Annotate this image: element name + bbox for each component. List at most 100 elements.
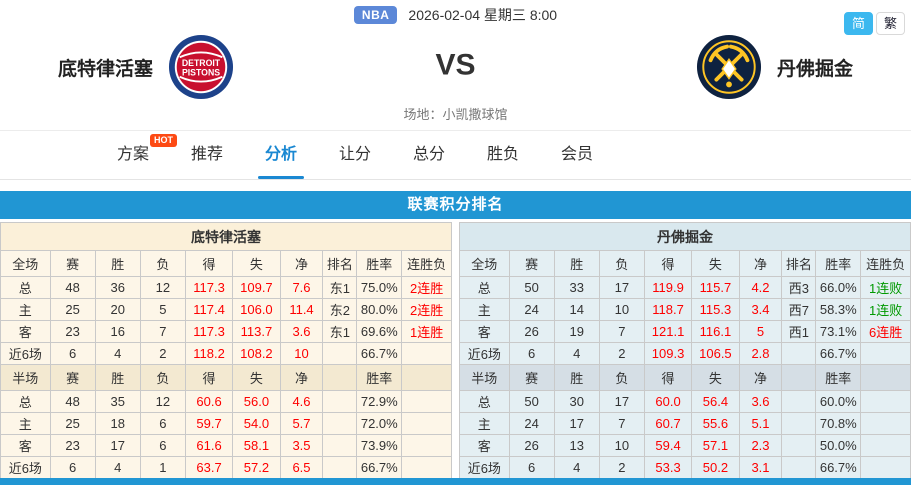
match-datetime: 2026-02-04 星期三 8:00 <box>408 7 558 23</box>
table-cell <box>322 412 358 435</box>
table-cell: 20 <box>94 298 141 321</box>
column-header: 连胜负 <box>860 250 911 277</box>
half-stats-row: 主 24 17 7 60.7 55.6 5.1 70.8% <box>459 412 911 435</box>
table-cell <box>322 390 358 413</box>
table-cell: 109.3 <box>643 342 693 365</box>
table-cell: 66.7% <box>356 342 403 365</box>
table-cell: 24 <box>508 412 555 435</box>
table-cell: 2 <box>139 342 186 365</box>
pistons-logo-text-2: PISTONS <box>182 68 220 78</box>
table-cell <box>781 412 817 435</box>
table-cell: 4 <box>553 456 600 479</box>
away-team: 丹佛掘金 <box>696 30 853 104</box>
tab-total-points-label: 总分 <box>412 146 445 163</box>
column-header: 失 <box>232 364 281 391</box>
column-header: 半场 <box>459 364 510 391</box>
lang-traditional-button[interactable]: 繁 <box>875 12 905 35</box>
lang-simplified-button[interactable]: 简 <box>843 12 873 35</box>
table-cell: 48 <box>49 390 96 413</box>
column-header: 赛 <box>49 250 96 277</box>
column-header: 净 <box>279 364 324 391</box>
table-cell: 70.8% <box>815 412 862 435</box>
table-cell: 西1 <box>781 320 817 343</box>
tab-plan[interactable]: 方案 HOT <box>96 131 177 179</box>
table-cell: 6 <box>508 456 555 479</box>
half-stats-row: 总 50 30 17 60.0 56.4 3.6 60.0% <box>459 390 911 413</box>
tab-win-lose[interactable]: 胜负 <box>466 131 540 179</box>
table-cell: 5.1 <box>738 412 783 435</box>
tab-handicap[interactable]: 让分 <box>318 131 392 179</box>
table-cell: 48 <box>49 276 96 299</box>
table-cell: 3.5 <box>279 434 324 457</box>
table-cell: 116.1 <box>691 320 740 343</box>
table-cell: 72.0% <box>356 412 403 435</box>
table-cell: 总 <box>0 390 51 413</box>
table-cell <box>860 342 911 365</box>
table-cell: 5 <box>139 298 186 321</box>
table-cell: 35 <box>94 390 141 413</box>
table-cell: 4 <box>553 342 600 365</box>
table-cell: 6.5 <box>279 456 324 479</box>
table-cell <box>401 412 452 435</box>
column-header: 净 <box>279 250 324 277</box>
column-header: 排名 <box>781 250 817 277</box>
nuggets-logo-icon <box>696 34 762 100</box>
table-cell: 14 <box>553 298 600 321</box>
tab-member[interactable]: 会员 <box>540 131 614 179</box>
column-header: 胜 <box>553 364 600 391</box>
table-cell: 50.0% <box>815 434 862 457</box>
table-cell: 5.7 <box>279 412 324 435</box>
table-cell: 12 <box>139 390 186 413</box>
tab-win-lose-label: 胜负 <box>486 146 519 163</box>
tab-recommend-label: 推荐 <box>190 146 223 163</box>
table-cell: 12 <box>139 276 186 299</box>
table-cell: 13 <box>553 434 600 457</box>
table-cell: 66.0% <box>815 276 862 299</box>
table-cell: 2连胜 <box>401 276 452 299</box>
table-cell <box>322 456 358 479</box>
table-cell: 10 <box>598 434 645 457</box>
table-cell: 17 <box>94 434 141 457</box>
column-header: 全场 <box>459 250 510 277</box>
column-header <box>401 364 452 391</box>
table-cell <box>401 390 452 413</box>
full-stats-row: 主 24 14 10 118.7 115.3 3.4 西7 58.3% 1连败 <box>459 298 911 321</box>
table-cell: 1连败 <box>860 276 911 299</box>
standings-tables: 底特律活塞 全场赛胜负得失净排名 胜率 连胜负总 48 36 12 117.3 109.7 7.6… <box>0 222 911 479</box>
tab-total-points[interactable]: 总分 <box>392 131 466 179</box>
away-team-name: 丹佛掘金 <box>776 58 853 80</box>
table-cell: 50.2 <box>691 456 740 479</box>
match-header: 底特律活塞 DETROIT PISTONS VS <box>0 30 911 104</box>
table-cell: 11.4 <box>279 298 324 321</box>
table-cell <box>401 342 452 365</box>
table-cell: 3.6 <box>738 390 783 413</box>
table-cell: 30 <box>553 390 600 413</box>
column-header: 负 <box>598 250 645 277</box>
table-cell: 61.6 <box>184 434 234 457</box>
tab-recommend[interactable]: 推荐 <box>170 131 244 179</box>
half-stats-row: 总 48 35 12 60.6 56.0 4.6 72.9% <box>0 390 452 413</box>
full-stats-row: 总 48 36 12 117.3 109.7 7.6 东1 75.0% 2连胜 <box>0 276 452 299</box>
tab-handicap-label: 让分 <box>338 146 371 163</box>
table-cell: 3.4 <box>738 298 783 321</box>
column-header: 胜率 <box>356 250 403 277</box>
column-header: 负 <box>598 364 645 391</box>
table-cell: 总 <box>459 276 510 299</box>
table-cell: 6 <box>139 434 186 457</box>
tab-analysis-label: 分析 <box>264 146 297 163</box>
table-cell: 1 <box>139 456 186 479</box>
home-standings-table: 底特律活塞 全场赛胜负得失净排名 胜率 连胜负总 48 36 12 117.3 109.7 7.6… <box>0 222 452 479</box>
table-cell: 53.3 <box>643 456 693 479</box>
table-cell: 近6场 <box>0 456 51 479</box>
tab-analysis[interactable]: 分析 <box>244 131 318 179</box>
table-cell <box>781 390 817 413</box>
column-header <box>781 364 817 391</box>
table-cell: 2 <box>598 456 645 479</box>
nav-tabs: 方案 HOT 推荐 分析 让分 总分 胜负 会员 <box>0 130 911 180</box>
table-cell: 66.7% <box>815 342 862 365</box>
away-standings-table: 丹佛掘金 全场赛胜负得失净排名 胜率 连胜负总 50 33 17 119.9 115.7 4.2 西… <box>459 222 911 479</box>
table-cell: 25 <box>49 298 96 321</box>
table-cell: 客 <box>0 434 51 457</box>
table-cell: 60.7 <box>643 412 693 435</box>
full-stats-row: 客 23 16 7 117.3 113.7 3.6 东1 69.6% 1连胜 <box>0 320 452 343</box>
